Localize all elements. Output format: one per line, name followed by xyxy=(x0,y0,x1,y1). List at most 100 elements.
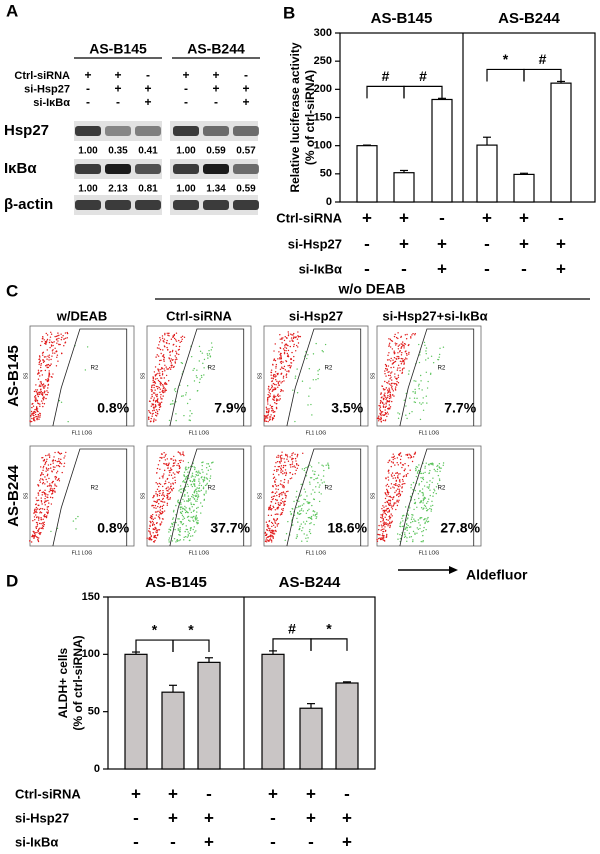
event-dot xyxy=(312,511,313,512)
event-dot xyxy=(54,485,55,486)
event-dot xyxy=(48,453,49,454)
event-dot xyxy=(385,396,386,397)
event-dot xyxy=(386,534,387,535)
event-dot xyxy=(406,541,407,542)
event-dot xyxy=(53,341,54,342)
event-dot xyxy=(390,503,391,504)
event-dot xyxy=(404,343,405,344)
event-dot xyxy=(34,411,35,412)
event-dot xyxy=(64,463,65,464)
event-dot xyxy=(176,333,177,334)
event-dot xyxy=(180,462,181,463)
event-dot xyxy=(309,529,310,530)
event-dot xyxy=(176,465,177,466)
event-dot xyxy=(174,477,175,478)
flow-plot: R2FL1 LOGSS27.8% xyxy=(370,446,481,556)
event-dot xyxy=(306,521,307,522)
event-dot xyxy=(49,342,50,343)
event-dot xyxy=(305,467,306,468)
event-dot xyxy=(158,491,159,492)
event-dot xyxy=(311,466,312,467)
significance-bracket xyxy=(173,640,209,652)
event-dot xyxy=(384,373,385,374)
event-dot xyxy=(184,518,185,519)
event-dot xyxy=(381,524,382,525)
condition-label: Ctrl-siRNA xyxy=(14,70,70,82)
event-dot xyxy=(169,472,170,473)
event-dot xyxy=(395,342,396,343)
event-dot xyxy=(402,515,403,516)
event-dot xyxy=(293,501,294,502)
y-tick-label: 0 xyxy=(326,196,332,208)
event-dot xyxy=(284,350,285,351)
event-dot xyxy=(276,500,277,501)
event-dot xyxy=(389,378,390,379)
event-dot xyxy=(157,373,158,374)
event-dot xyxy=(154,524,155,525)
event-dot xyxy=(153,400,154,401)
event-dot xyxy=(35,384,36,385)
event-dot xyxy=(428,486,429,487)
bar xyxy=(198,662,220,769)
event-dot xyxy=(52,488,53,489)
sign: + xyxy=(242,82,249,96)
event-dot xyxy=(419,362,420,363)
event-dot xyxy=(281,509,282,510)
event-dot xyxy=(167,467,168,468)
event-dot xyxy=(385,510,386,511)
event-dot xyxy=(198,496,199,497)
event-dot xyxy=(432,496,433,497)
percent-label: 0.8% xyxy=(97,520,129,536)
event-dot xyxy=(54,348,55,349)
event-dot xyxy=(267,394,268,395)
event-dot xyxy=(40,413,41,414)
event-dot xyxy=(311,519,312,520)
event-dot xyxy=(50,467,51,468)
event-dot xyxy=(166,384,167,385)
event-dot xyxy=(155,404,156,405)
event-dot xyxy=(163,473,164,474)
event-dot xyxy=(270,535,271,536)
sign: + xyxy=(144,95,151,109)
event-dot xyxy=(46,364,47,365)
event-dot xyxy=(433,489,434,490)
event-dot xyxy=(285,469,286,470)
event-dot xyxy=(155,419,156,420)
event-dot xyxy=(394,502,395,503)
event-dot xyxy=(291,513,292,514)
event-dot xyxy=(167,504,168,505)
event-dot xyxy=(410,522,411,523)
event-dot xyxy=(273,530,274,531)
event-dot xyxy=(285,465,286,466)
event-dot xyxy=(281,373,282,374)
event-dot xyxy=(297,536,298,537)
event-dot xyxy=(42,523,43,524)
event-dot xyxy=(391,379,392,380)
event-dot xyxy=(410,457,411,458)
event-dot xyxy=(396,356,397,357)
event-dot xyxy=(159,495,160,496)
event-dot xyxy=(151,518,152,519)
event-dot xyxy=(52,373,53,374)
event-dot xyxy=(42,384,43,385)
event-dot xyxy=(283,485,284,486)
flow-group-header: w/o DEAB xyxy=(338,281,406,297)
event-dot xyxy=(408,352,409,353)
event-dot xyxy=(305,523,306,524)
flow-column-header: si-Hsp27 xyxy=(289,308,343,323)
event-dot xyxy=(38,494,39,495)
event-dot xyxy=(39,490,40,491)
event-dot xyxy=(396,500,397,501)
event-dot xyxy=(46,496,47,497)
band-level: 2.13 xyxy=(108,184,128,195)
event-dot xyxy=(290,466,291,467)
event-dot xyxy=(282,473,283,474)
event-dot xyxy=(157,534,158,535)
event-dot xyxy=(52,345,53,346)
event-dot xyxy=(150,533,151,534)
event-dot xyxy=(154,371,155,372)
event-dot xyxy=(389,527,390,528)
event-dot xyxy=(401,352,402,353)
event-dot xyxy=(418,484,419,485)
event-dot xyxy=(188,467,189,468)
